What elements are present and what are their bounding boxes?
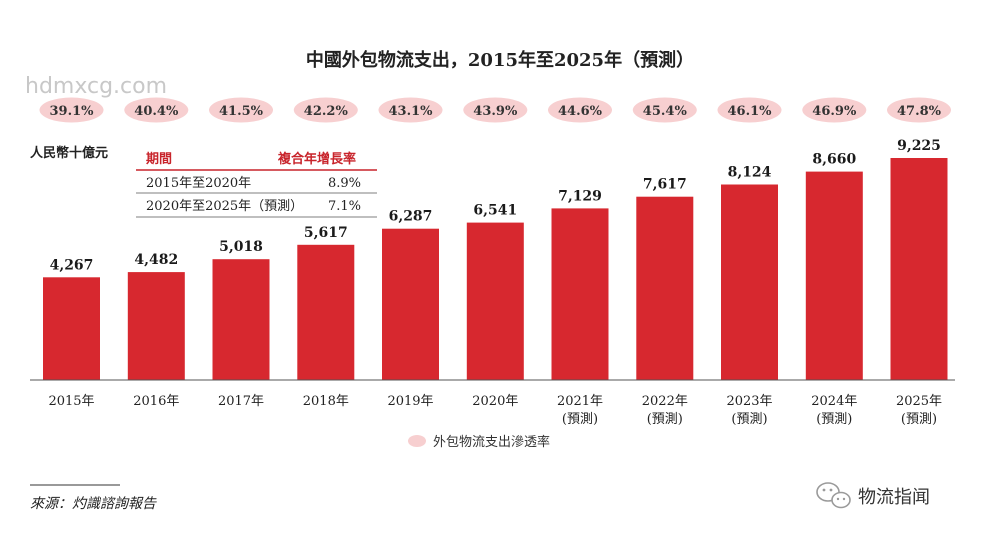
legend-swatch	[408, 435, 426, 447]
rate-pill	[124, 97, 189, 123]
rate-pill-label: 46.9%	[812, 104, 857, 119]
rate-pill-label: 44.6%	[558, 104, 603, 119]
bar-value-label: 9,225	[897, 138, 941, 154]
bar	[721, 184, 778, 380]
x-tick-label: 2020年	[472, 394, 518, 409]
brand-logo: 物流指闻	[816, 482, 930, 509]
bar-value-label: 4,482	[134, 252, 178, 268]
rate-pill-label: 45.4%	[643, 104, 688, 119]
brand-label: 物流指闻	[858, 487, 930, 508]
cagr-row-rate: 7.1%	[328, 199, 361, 214]
rate-pill	[293, 97, 358, 123]
bar	[43, 277, 100, 380]
source-note: 來源：灼識諮詢報告	[30, 496, 157, 512]
rate-pill	[378, 97, 443, 123]
rate-pill	[887, 97, 951, 123]
x-tick-label: 2021年	[557, 394, 603, 409]
bar	[805, 171, 863, 380]
x-tick-label: 2015年	[48, 394, 94, 409]
watermark-text: hdmxcg.com	[25, 74, 167, 99]
x-tick-label: 2019年	[387, 394, 433, 409]
rate-pill-label: 39.1%	[49, 104, 94, 119]
penetration-rate-pills: 39.1% 40.4% 41.5% 42.2% 43.1% 43.9% 44.6% 45.4%…	[39, 97, 951, 123]
rate-pill	[717, 97, 782, 123]
wechat-icon	[816, 482, 851, 509]
bar	[127, 272, 185, 380]
y-axis-unit-label: 人民幣十億元	[30, 145, 108, 161]
rate-pill-label: 40.4%	[134, 104, 179, 119]
value-labels: 4,267 4,482 5,018 5,617 6,287 6,541 7,129 7,617…	[50, 138, 941, 273]
cagr-row-period: 2020年至2025年（預測）	[146, 199, 303, 214]
bar-value-label: 5,617	[304, 225, 348, 241]
bar-value-label: 7,129	[558, 188, 602, 204]
bar	[890, 158, 948, 380]
x-tick-labels: 2015年 2016年 2017年 2018年 2019年 2020年 2021年 (預測) 2…	[48, 394, 942, 427]
x-tick-label: 2022年	[642, 394, 688, 409]
rate-pill	[463, 97, 528, 123]
rate-pill	[209, 97, 273, 123]
bar-value-label: 7,617	[643, 177, 687, 193]
rate-pill	[802, 97, 867, 123]
rate-pill	[632, 97, 697, 123]
x-tick-label: 2023年	[726, 394, 772, 409]
rate-pill-label: 43.9%	[473, 104, 518, 119]
x-tick-label: 2018年	[303, 394, 349, 409]
x-tick-label: (預測)	[901, 412, 937, 427]
x-tick-label: (預測)	[647, 412, 683, 427]
bar-value-label: 6,287	[389, 209, 433, 225]
bar-value-label: 5,018	[219, 239, 263, 255]
x-tick-label: (預測)	[562, 412, 598, 427]
bar	[212, 259, 270, 380]
x-tick-label: 2025年	[896, 394, 942, 409]
bar-value-label: 6,541	[473, 203, 517, 219]
rate-pill-label: 46.1%	[727, 104, 772, 119]
bar-value-label: 8,660	[812, 152, 856, 168]
x-tick-label: 2016年	[133, 394, 179, 409]
rate-pill-label: 42.2%	[304, 104, 349, 119]
rate-pill	[548, 97, 612, 123]
rate-pill-label: 43.1%	[388, 104, 433, 119]
cagr-row-period: 2015年至2020年	[146, 176, 251, 191]
rate-pill-label: 47.8%	[897, 104, 942, 119]
bar	[551, 208, 609, 380]
legend: 外包物流支出滲透率	[408, 434, 550, 450]
rate-pill-label: 41.5%	[219, 104, 264, 119]
cagr-header-rate: 複合年增長率	[277, 151, 356, 167]
x-tick-label: 2017年	[218, 394, 264, 409]
rate-pill	[39, 97, 104, 123]
legend-label: 外包物流支出滲透率	[433, 434, 550, 450]
bar	[466, 222, 524, 380]
bar	[636, 196, 694, 380]
x-tick-label: 2024年	[811, 394, 857, 409]
x-tick-label: (預測)	[731, 412, 767, 427]
bar	[382, 228, 439, 380]
cagr-row-rate: 8.9%	[328, 176, 361, 191]
cagr-header-period: 期間	[146, 152, 172, 167]
cagr-table: 期間 複合年增長率 2015年至2020年 8.9% 2020年至2025年（預…	[136, 151, 377, 218]
x-tick-label: (預測)	[816, 412, 852, 427]
bar-value-label: 4,267	[50, 257, 94, 273]
bar-value-label: 8,124	[728, 165, 772, 181]
bar	[297, 244, 355, 380]
bars	[43, 158, 948, 380]
chart-title: 中國外包物流支出，2015年至2025年（預測）	[306, 49, 694, 71]
